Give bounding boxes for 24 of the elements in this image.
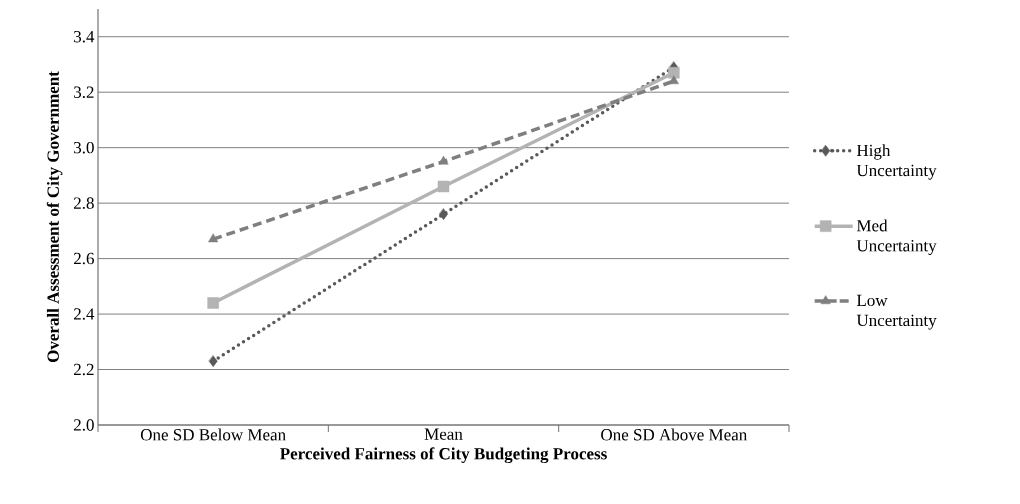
- y-tick-label: 2.4: [73, 308, 95, 320]
- point: [438, 155, 449, 165]
- x-tick-label: Mean: [424, 428, 463, 440]
- x-tick-label: One SD Below Mean: [140, 428, 286, 441]
- y-tick-label: 2.0: [73, 419, 94, 431]
- legend-label: Low Uncertainty: [856, 294, 937, 330]
- point: [437, 180, 450, 193]
- y-tick-label: 3.2: [74, 86, 94, 98]
- legend-label: Med Uncertainty: [856, 219, 937, 255]
- point: [208, 355, 218, 367]
- y-tick-label: 2.6: [73, 252, 94, 265]
- y-axis-title: Overall Assessment of City Government: [46, 71, 63, 363]
- y-tick-label: 3.0: [74, 141, 94, 154]
- point: [207, 297, 219, 309]
- legend-label: High Uncertainty: [856, 144, 937, 180]
- point: [439, 208, 448, 220]
- y-tick-label: 3.4: [74, 30, 95, 43]
- y-tick-label: 2.2: [73, 363, 94, 376]
- point: [668, 67, 680, 79]
- x-axis-title: Perceived Fairness of City Budgeting Process: [280, 447, 607, 464]
- y-tick-label: 2.8: [73, 197, 94, 209]
- point: [208, 233, 219, 243]
- point: [668, 75, 679, 85]
- x-tick-label: One SD Above Mean: [601, 428, 747, 441]
